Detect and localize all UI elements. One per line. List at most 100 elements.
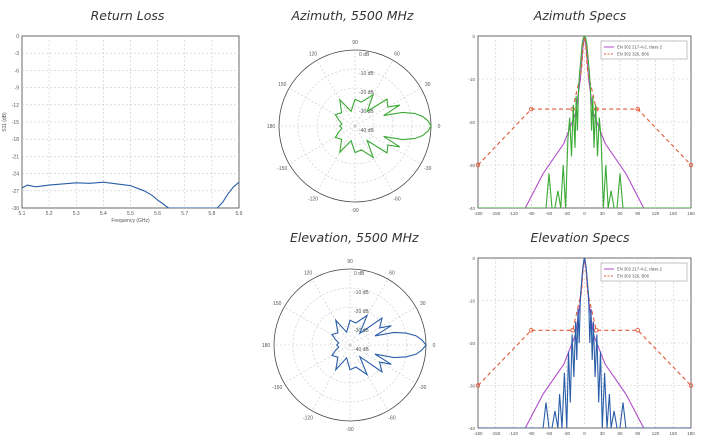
elevation_polar-radial-label: -30 dB: [354, 328, 369, 334]
elevation_polar-radial-label: -10 dB: [354, 290, 369, 296]
azimuth-specs-title: Azimuth Specs: [533, 8, 627, 23]
elevation_polar-angle-label: -120: [303, 416, 313, 422]
elevation_specs-x-tick-label: -60: [546, 431, 553, 436]
elevation_specs-series-line-0: [524, 258, 645, 428]
azimuth_specs-chart: -180 -150 -120 -90 -60 -30 0 30 60 90 120 150 180 0 -1…: [468, 34, 695, 216]
elevation_specs-x-tick-label: 30: [600, 431, 606, 436]
return_loss-y-tick-label: -6: [15, 68, 20, 74]
elevation_polar-radial-label: -40 dB: [354, 347, 369, 353]
return_loss-y-axis-label: S11 (dB): [2, 112, 8, 132]
elevation_polar-angle-label: 30: [420, 301, 426, 307]
azimuth_polar-grid-spoke: [354, 125, 394, 192]
elevation_specs-x-tick-label: 60: [617, 431, 623, 436]
return_loss-x-tick-label: 5.3: [73, 211, 80, 217]
azimuth_specs-x-tick-label: -120: [509, 211, 519, 216]
azimuth_specs-x-tick-label: 180: [687, 211, 695, 216]
return_loss-x-tick-label: 5.4: [100, 211, 107, 217]
return_loss-y-tick-label: -24: [12, 172, 19, 178]
elevation_specs-legend-label: EN 302 326, B06: [617, 274, 650, 279]
azimuth_polar-grid-spoke: [316, 125, 356, 192]
azimuth_polar-angle-label: 150: [278, 82, 287, 88]
azimuth_specs-series-marker: [635, 106, 641, 112]
elevation_specs-y-tick-label: -10: [468, 299, 475, 304]
azimuth_specs-x-tick-label: 60: [617, 211, 623, 216]
elevation_specs-x-tick-label: -120: [509, 431, 519, 436]
return_loss-x-tick-label: 5.5: [127, 211, 134, 217]
azimuth_specs-x-tick-label: -90: [528, 211, 535, 216]
elevation_polar-angle-label: 90: [347, 259, 353, 265]
elevation_specs-y-tick-label: -30: [468, 384, 475, 389]
azimuth_specs-x-tick-label: -30: [563, 211, 570, 216]
elevation_polar-grid-spoke: [349, 344, 389, 411]
azimuth_polar-radial-label: -10 dB: [359, 71, 374, 77]
return_loss-y-tick-label: -15: [12, 120, 19, 126]
azimuth_polar-angle-label: 180: [267, 124, 276, 130]
return_loss-x-tick-label: 5.8: [208, 211, 215, 217]
azimuth_polar-pattern-line: [334, 93, 432, 159]
elevation_specs-series-line-2: [478, 258, 691, 428]
elevation_polar-radial-label: 0 dB: [354, 271, 365, 277]
azimuth_specs-x-tick-label: 90: [635, 211, 641, 216]
elevation_specs-legend-label: EN 302 217-4-2, class 2: [617, 267, 663, 272]
return_loss-series-line-0: [22, 181, 239, 208]
elevation_polar-angle-label: -150: [272, 385, 282, 391]
azimuth_polar-radial-label: -20 dB: [359, 90, 374, 96]
elevation_specs-x-tick-label: -150: [491, 431, 501, 436]
elevation_specs-y-tick-label: 0: [472, 256, 475, 261]
return_loss-x-tick-label: 5.6: [154, 211, 161, 217]
azimuth_polar-angle-label: 120: [309, 51, 318, 57]
azimuth_specs-series-marker: [529, 106, 534, 112]
elevation_specs-series-marker: [475, 383, 481, 388]
elevation_specs-y-tick-label: -40: [468, 426, 475, 431]
elevation_polar-angle-label: -30: [419, 385, 426, 391]
return_loss-y-tick-label: -3: [15, 51, 20, 57]
elevation_specs-chart: -180 -150 -120 -90 -60 -30 0 30 60 90 120 150 180 0 -1…: [468, 256, 695, 436]
elevation_specs-legend-box: [600, 262, 688, 282]
azimuth_specs-series-marker: [688, 162, 694, 168]
azimuth_specs-y-tick-label: -40: [468, 206, 475, 211]
elevation_polar-angle-label: 180: [262, 343, 271, 349]
azimuth_polar-angle-label: -30: [424, 166, 431, 172]
elevation_specs-x-tick-label: 120: [652, 431, 660, 436]
return_loss-y-tick-label: 0: [16, 34, 19, 40]
elevation_polar-grid-spoke: [349, 344, 416, 384]
azimuth_polar-angle-label: -150: [277, 166, 287, 172]
elevation_polar-grid-spoke: [284, 306, 351, 346]
azimuth_specs-series-marker: [475, 162, 481, 168]
azimuth_polar-angle-label: -60: [393, 197, 400, 203]
return_loss-y-tick-label: -27: [12, 189, 19, 195]
azimuth_specs-x-tick-label: 30: [600, 211, 606, 216]
azimuth_polar-chart: 0 30 60 90 120 150 180 -150 -120 -90 -60 -30 0 dB -10…: [267, 40, 441, 214]
azimuth-title: Azimuth, 5500 MHz: [291, 8, 414, 23]
elevation_polar-grid-ring: [330, 325, 370, 365]
elevation_polar-radial-label: -20 dB: [354, 309, 369, 315]
return_loss-y-tick-label: -12: [12, 103, 19, 109]
elevation_polar-grid-spoke: [284, 344, 351, 384]
azimuth_polar-angle-label: 30: [425, 82, 431, 88]
azimuth_polar-angle-label: 0: [438, 124, 441, 130]
azimuth_polar-grid-spoke: [289, 125, 356, 165]
azimuth_specs-series-line-1: [478, 36, 691, 166]
azimuth_specs-x-tick-label: 0: [583, 211, 586, 216]
elevation_specs-y-tick-label: -20: [468, 341, 475, 346]
elevation_specs-x-tick-label: -180: [473, 431, 483, 436]
azimuth_specs-legend-label: EN 302 217-4-2, class 2: [617, 45, 663, 50]
elevation_specs-series-marker: [529, 328, 534, 333]
elevation-title: Elevation, 5500 MHz: [290, 230, 419, 245]
elevation_polar-angle-label: 0: [433, 343, 436, 349]
azimuth_polar-radial-label: -40 dB: [359, 128, 374, 134]
azimuth_specs-y-tick-label: 0: [472, 34, 475, 39]
elevation_polar-grid-spoke: [311, 344, 351, 411]
elevation-specs-title: Elevation Specs: [530, 230, 630, 245]
azimuth_polar-radial-label: 0 dB: [359, 52, 370, 58]
elevation_specs-x-tick-label: 150: [669, 431, 677, 436]
azimuth_specs-x-tick-label: -180: [473, 211, 483, 216]
azimuth_polar-grid-spoke: [316, 60, 356, 127]
return_loss-y-tick-label: -30: [12, 206, 19, 212]
elevation_polar-grid-spoke: [349, 306, 416, 346]
elevation_specs-series-marker: [688, 383, 694, 388]
return_loss-x-tick-label: 5.7: [181, 211, 188, 217]
azimuth_polar-angle-label: -120: [308, 197, 318, 203]
elevation_polar-grid-spoke: [349, 279, 389, 346]
azimuth_polar-angle-label: 60: [394, 51, 400, 57]
